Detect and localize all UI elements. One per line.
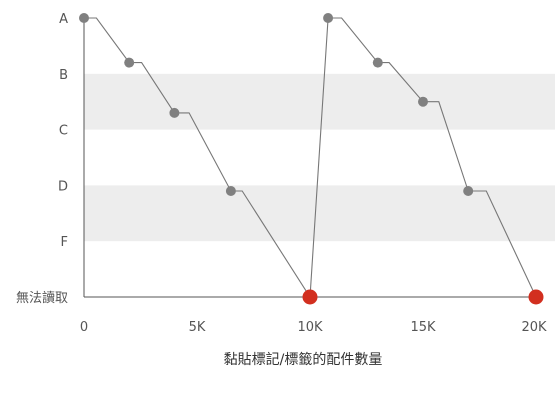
x-tick-label: 0: [80, 320, 88, 335]
series-line: [84, 17, 537, 299]
unreadable-point: [528, 289, 544, 305]
data-point: [372, 57, 383, 68]
data-point: [323, 13, 334, 23]
y-tick-label: F: [61, 235, 68, 250]
y-tick-label: A: [59, 12, 68, 27]
data-point: [225, 185, 236, 196]
y-tick-label: D: [58, 179, 68, 194]
x-tick-label: 20K: [521, 320, 547, 335]
x-tick-label: 10K: [297, 320, 323, 335]
axes: [83, 18, 536, 298]
unreadable-point: [302, 289, 318, 305]
data-points: [79, 13, 544, 305]
band-d: [84, 185, 555, 242]
band-b: [84, 73, 555, 130]
x-tick-labels: 0 5K 10K 15K 20K: [80, 320, 547, 335]
y-tick-label: B: [59, 68, 68, 83]
x-tick-label: 15K: [410, 320, 436, 335]
y-tick-label: C: [59, 124, 68, 139]
grade-bands: [84, 73, 555, 242]
data-point: [79, 13, 89, 23]
data-point: [463, 185, 474, 196]
data-point: [124, 57, 135, 68]
y-tick-label: 無法讀取: [16, 291, 68, 306]
y-tick-labels: A B C D F 無法讀取: [16, 12, 68, 306]
data-point: [418, 96, 428, 107]
series-lines: [84, 17, 537, 299]
x-axis-label: 黏貼標記/標籤的配件數量: [224, 351, 383, 368]
data-point: [169, 107, 180, 118]
x-tick-label: 5K: [189, 320, 206, 335]
